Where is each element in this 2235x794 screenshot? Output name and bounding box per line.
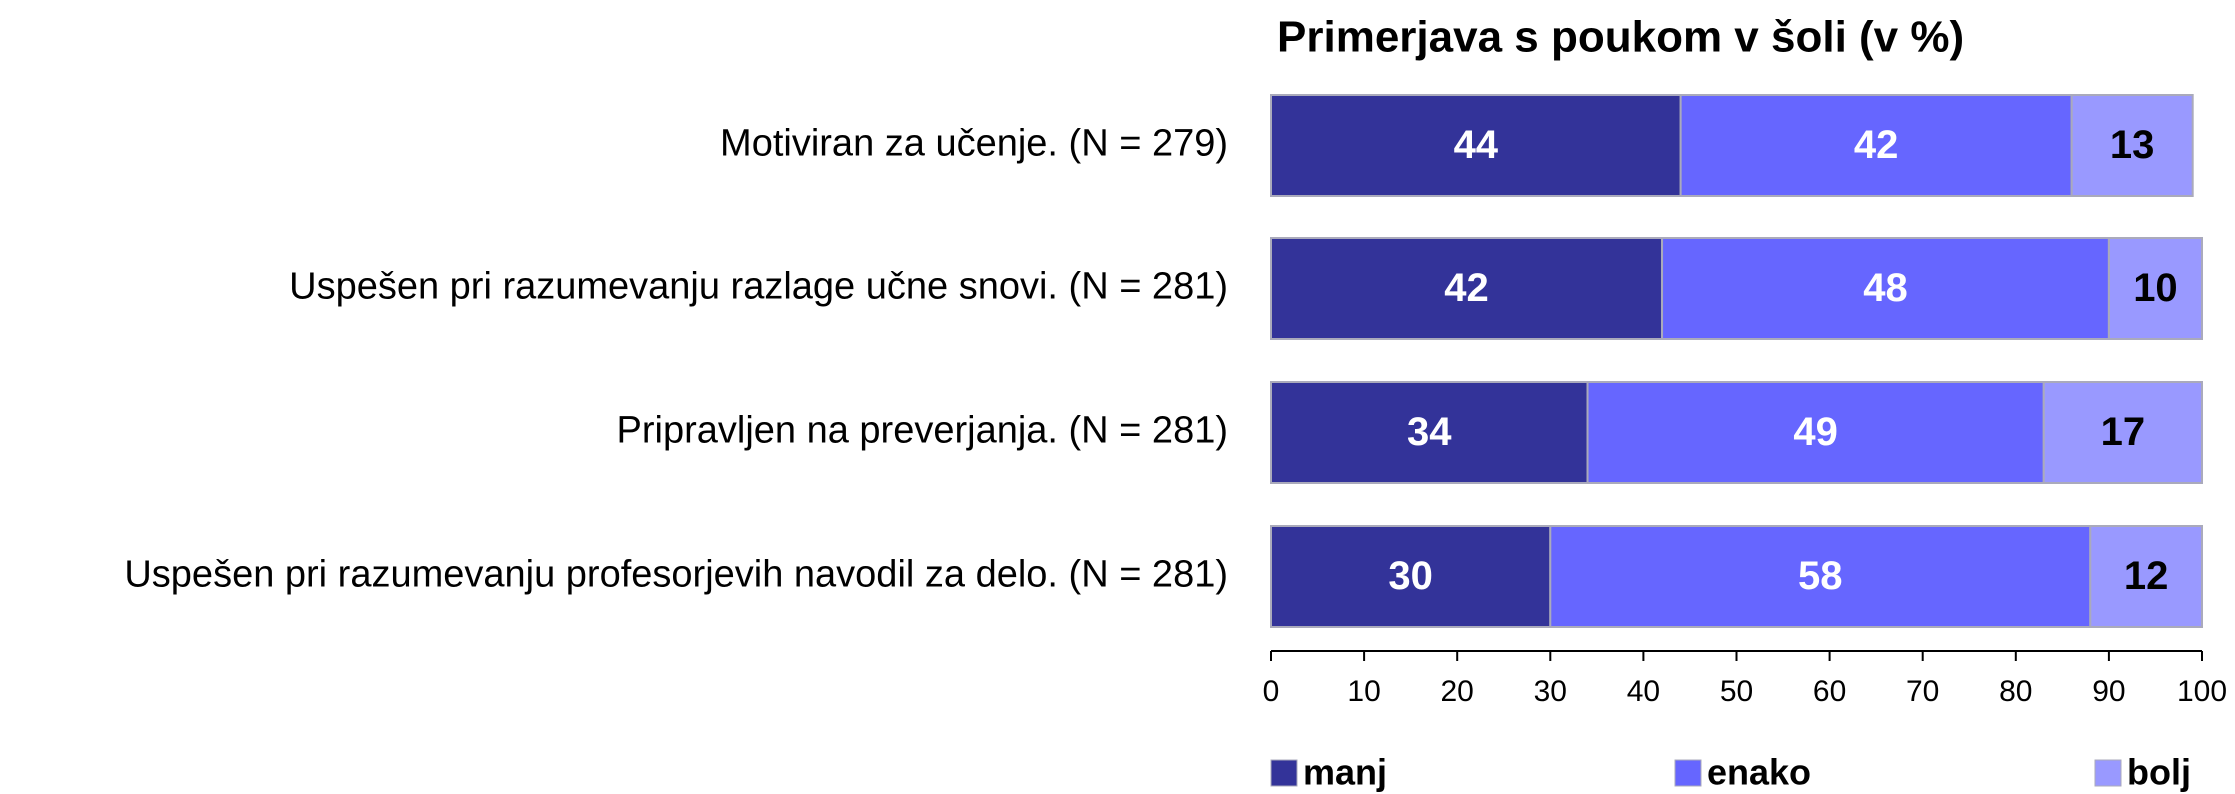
bar-segment xyxy=(1270,237,1664,340)
bar-segment xyxy=(1679,94,2073,197)
x-tick-label: 30 xyxy=(1534,675,1567,708)
bar-segment xyxy=(2042,381,2203,484)
x-tick-label: 10 xyxy=(1347,675,1380,708)
data-label: 44 xyxy=(1454,123,1499,167)
bar-segment xyxy=(2070,94,2194,197)
data-label: 58 xyxy=(1798,554,1843,598)
bar-segment xyxy=(1586,381,2045,484)
bar-segment xyxy=(1270,94,1682,197)
category-label: Pripravljen na preverjanja. (N = 281) xyxy=(617,410,1228,452)
data-label: 12 xyxy=(2124,554,2169,598)
data-label: 34 xyxy=(1407,410,1452,454)
x-tick-label: 60 xyxy=(1813,675,1846,708)
category-label: Uspešen pri razumevanju razlage učne sno… xyxy=(289,266,1228,308)
x-tick-label: 90 xyxy=(2092,675,2125,708)
data-label: 30 xyxy=(1388,554,1433,598)
data-label: 13 xyxy=(2110,123,2155,167)
legend-label: enako xyxy=(1707,752,1811,793)
category-label: Uspešen pri razumevanju profesorjevih na… xyxy=(124,554,1228,596)
bar-segment xyxy=(1661,237,2110,340)
data-label: 42 xyxy=(1854,123,1899,167)
data-label: 42 xyxy=(1444,266,1489,310)
legend-swatch xyxy=(2094,759,2122,787)
legend-swatch xyxy=(1270,759,1298,787)
x-tick-label: 100 xyxy=(2177,675,2227,708)
category-label: Motiviran za učenje. (N = 279) xyxy=(720,123,1228,165)
bar-segment xyxy=(1270,525,1552,628)
bar-segment xyxy=(2089,525,2204,628)
x-tick-label: 50 xyxy=(1720,675,1753,708)
data-label: 49 xyxy=(1793,410,1838,454)
x-tick-label: 20 xyxy=(1441,675,1474,708)
legend-label: bolj xyxy=(2127,752,2191,793)
chart-title: Primerjava s poukom v šoli (v %) xyxy=(1277,13,1964,62)
x-tick-label: 40 xyxy=(1627,675,1660,708)
bar-segment xyxy=(2107,237,2203,340)
legend-swatch xyxy=(1674,759,1702,787)
data-label: 10 xyxy=(2133,266,2178,310)
bar-segment xyxy=(1270,381,1589,484)
x-tick-label: 0 xyxy=(1263,675,1280,708)
legend-label: manj xyxy=(1303,752,1387,793)
x-tick-label: 80 xyxy=(1999,675,2032,708)
data-label: 48 xyxy=(1863,266,1908,310)
data-label: 17 xyxy=(2101,410,2146,454)
x-tick-label: 70 xyxy=(1906,675,1939,708)
